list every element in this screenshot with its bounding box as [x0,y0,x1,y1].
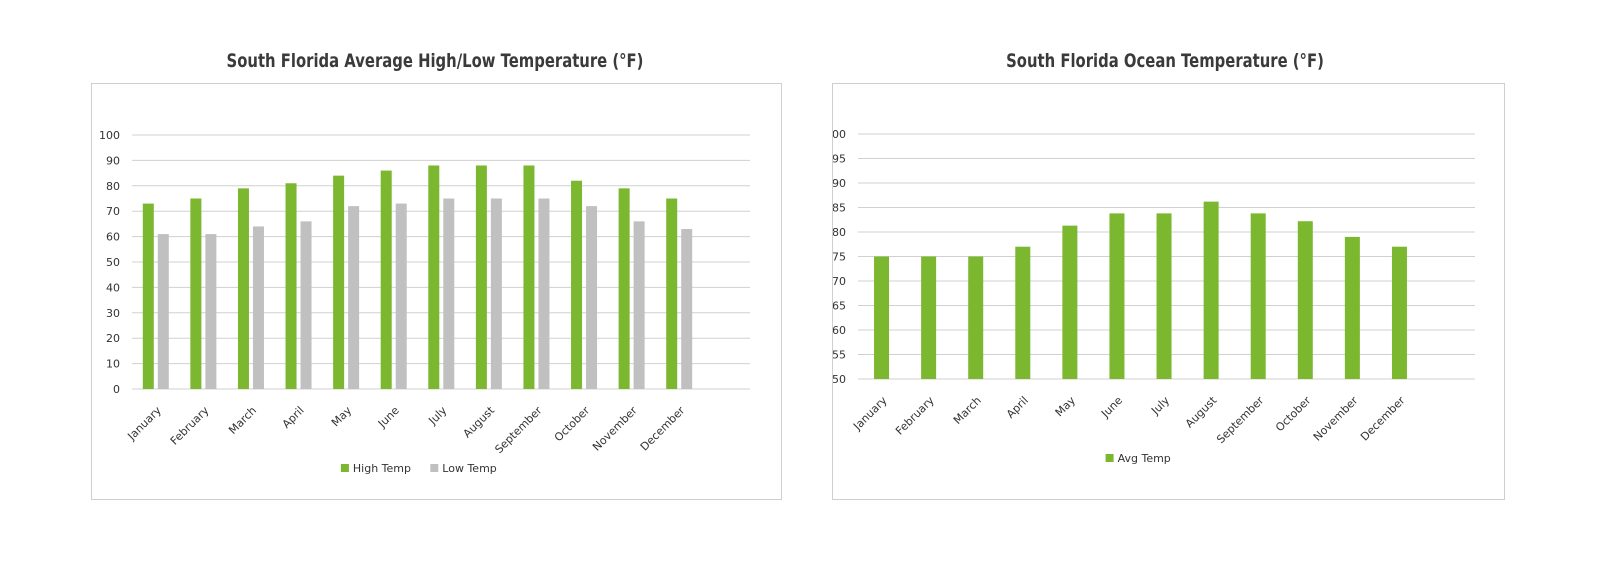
bar [538,198,550,389]
x-tick-label: June [1098,394,1125,421]
bar [618,188,630,389]
y-tick-label: 60 [833,324,846,337]
chart-svg-high-low: 0 10 20 30 40 50 60 70 80 90 100 January February Mar… [99,129,750,475]
x-tick-label: May [1053,394,1079,420]
bar [237,188,249,389]
bar [1062,225,1078,379]
bar [681,228,693,389]
x-tick-label: February [168,404,212,448]
bar [1344,236,1360,379]
y-tick-label: 95 [833,153,846,166]
x-tick-label: September [1214,394,1267,447]
y-tick-label: 70 [833,275,846,288]
bar [1109,213,1125,379]
y-tick-label: 0 [113,383,120,396]
x-tick-label: November [1311,394,1361,444]
x-tick-label: April [280,404,307,431]
bar [921,256,937,379]
legend-swatch [340,464,349,472]
bar [285,183,297,389]
y-tick-label: 75 [833,251,846,264]
bar [490,198,502,389]
bar [443,198,455,389]
bar [571,180,583,389]
chart-title-ocean: South Florida Ocean Temperature (°F) [1006,50,1324,72]
y-tick-label: 90 [106,154,120,167]
y-tick-label: 65 [833,300,846,313]
bar [1203,201,1219,379]
bar [348,206,360,389]
bar [1391,246,1407,379]
bar [1015,246,1031,379]
bar [157,234,169,389]
bar [142,203,154,389]
x-tick-label: November [590,404,640,454]
y-tick-label: 100 [99,129,120,142]
bar [633,221,645,389]
bar [300,221,312,389]
y-tick-label: 90 [833,177,846,190]
bar [252,226,264,389]
x-tick-label: October [552,404,593,445]
x-tick-label: February [893,394,937,438]
bar [475,165,487,389]
y-tick-label: 60 [106,231,120,244]
y-tick-label: 50 [106,256,120,269]
bar [586,206,598,389]
bar [1156,213,1172,379]
y-tick-label: 100 [833,128,846,141]
y-tick-label: 10 [106,358,120,371]
bar [666,198,678,389]
bar [523,165,535,389]
bar [205,234,217,389]
bar [874,256,890,379]
x-tick-label: December [638,404,688,454]
bar [1250,213,1266,379]
bar [190,198,202,389]
y-tick-label: 70 [106,205,120,218]
y-tick-label: 50 [833,373,846,386]
x-tick-label: October [1273,394,1314,435]
x-tick-label: June [375,404,402,431]
x-tick-label: September [492,404,545,457]
x-tick-label: December [1358,394,1408,444]
x-tick-label: April [1004,394,1031,421]
y-tick-label: 30 [106,307,120,320]
bar [333,175,345,389]
chart-high-low-temperature: 0 10 20 30 40 50 60 70 80 90 100 January February Mar… [91,83,782,500]
y-tick-label: 55 [833,349,846,362]
x-tick-label: August [1183,393,1220,430]
bar [428,165,440,389]
bar [380,170,392,389]
bar [395,203,407,389]
chart-title-high-low: South Florida Average High/Low Temperatu… [226,50,644,72]
legend-label: Low Temp [442,462,496,475]
y-tick-label: 80 [106,180,120,193]
y-tick-label: 85 [833,202,846,215]
bar [1297,221,1313,379]
legend-label: High Temp [353,462,411,475]
legend-label: Avg Temp [1118,452,1171,465]
x-tick-label: July [426,404,450,428]
x-tick-label: March [226,404,259,437]
legend-swatch [430,464,439,472]
y-tick-label: 80 [833,226,846,239]
x-tick-label: January [125,404,165,444]
x-tick-label: July [1148,394,1172,418]
bar [968,256,984,379]
y-tick-label: 20 [106,332,120,345]
x-tick-label: March [951,394,984,427]
legend-swatch [1105,454,1114,462]
x-tick-label: May [329,404,355,430]
x-tick-label: August [461,403,498,440]
x-tick-label: January [850,394,890,434]
y-tick-label: 40 [106,281,120,294]
